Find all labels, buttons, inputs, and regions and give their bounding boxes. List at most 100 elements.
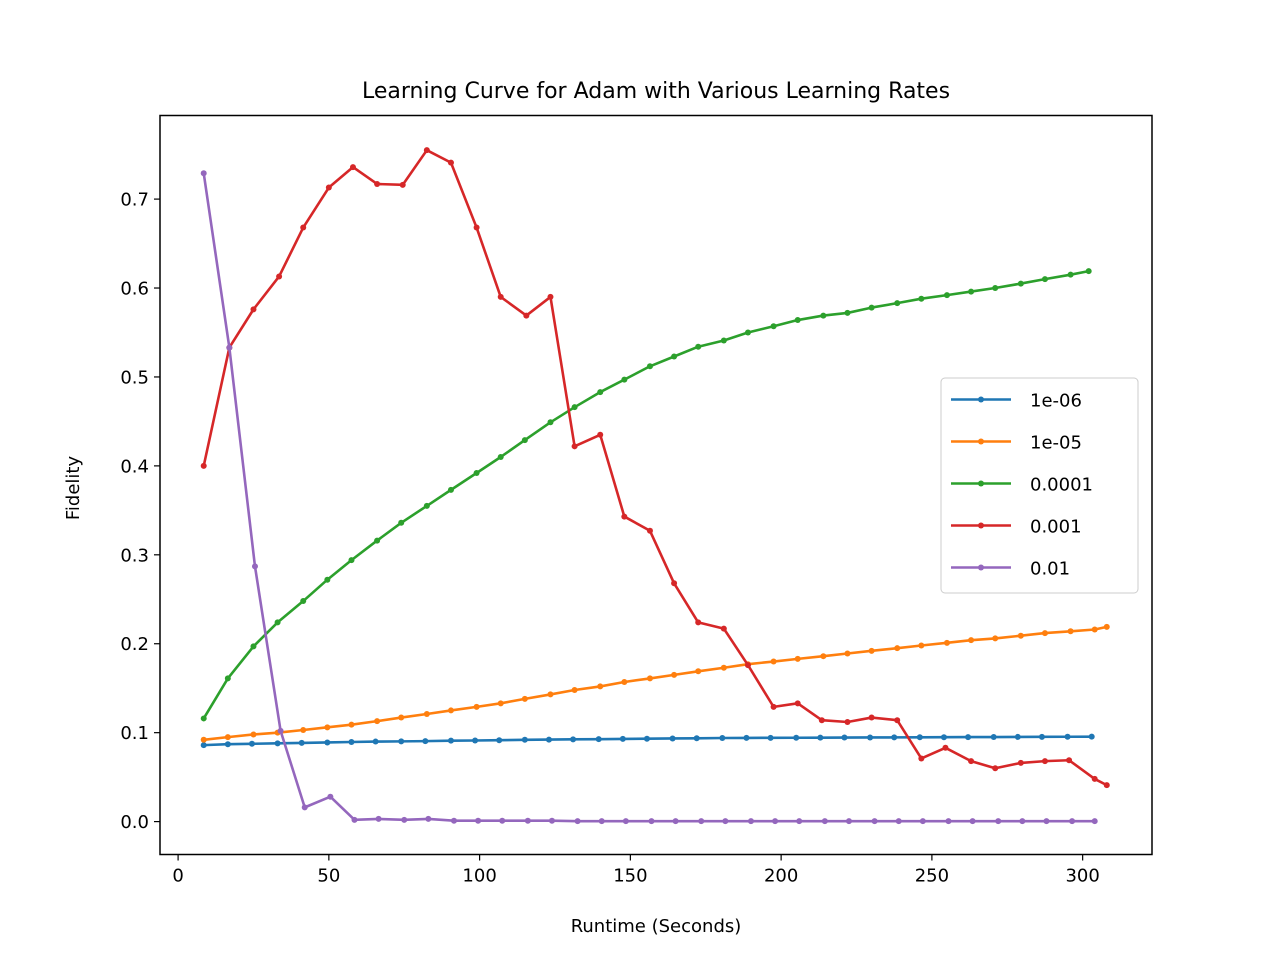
legend-label: 0.001 — [1030, 517, 1082, 538]
data-point — [695, 668, 702, 675]
data-point — [298, 739, 305, 746]
data-point — [348, 739, 355, 746]
data-point — [918, 295, 925, 302]
data-point — [224, 741, 231, 748]
data-point — [399, 181, 406, 188]
data-point — [200, 462, 207, 469]
data-point — [1064, 733, 1071, 740]
data-point — [770, 323, 777, 330]
data-point — [820, 312, 827, 319]
x-tick-label: 0 — [172, 866, 183, 887]
data-point — [398, 714, 405, 721]
data-point — [548, 817, 555, 824]
legend-swatch-marker — [978, 564, 984, 571]
data-point — [226, 344, 233, 351]
data-point — [621, 376, 628, 383]
data-point — [695, 343, 702, 350]
data-point — [1038, 733, 1045, 740]
data-point — [248, 740, 255, 747]
data-point — [643, 735, 650, 742]
data-point — [844, 718, 851, 725]
data-point — [671, 671, 678, 678]
data-point — [423, 710, 430, 717]
data-point — [475, 817, 482, 824]
data-point — [545, 736, 552, 743]
data-point — [1041, 276, 1048, 283]
legend-swatch-marker — [978, 480, 984, 487]
data-point — [943, 639, 950, 646]
data-point — [1014, 733, 1021, 740]
data-point — [841, 734, 848, 741]
data-point — [871, 818, 878, 825]
data-point — [374, 537, 381, 544]
data-point — [965, 734, 972, 741]
data-point — [200, 170, 207, 177]
legend-label: 0.01 — [1030, 559, 1070, 580]
data-point — [646, 527, 653, 534]
data-point — [224, 675, 231, 682]
data-point — [767, 734, 774, 741]
data-point — [574, 818, 581, 825]
data-point — [224, 734, 231, 741]
data-point — [1067, 628, 1074, 635]
data-point — [200, 742, 207, 749]
series-1e-06 — [200, 733, 1095, 749]
data-point — [894, 645, 901, 652]
data-point — [916, 734, 923, 741]
data-point — [968, 637, 975, 644]
data-point — [720, 664, 727, 671]
data-point — [992, 765, 999, 772]
data-point — [894, 300, 901, 307]
data-point — [969, 818, 976, 825]
data-point — [324, 724, 331, 731]
data-point — [250, 306, 257, 313]
data-point — [646, 363, 653, 370]
legend-item: 0.0001 — [951, 475, 1093, 496]
data-point — [747, 818, 754, 825]
y-tick-label: 0.2 — [120, 634, 149, 655]
data-point — [919, 818, 926, 825]
data-point — [597, 389, 604, 396]
data-point — [943, 292, 950, 299]
data-point — [276, 273, 283, 280]
data-point — [274, 740, 281, 747]
data-point — [621, 678, 628, 685]
chart-title: Learning Curve for Adam with Various Lea… — [362, 79, 950, 104]
data-point — [995, 818, 1002, 825]
data-point — [894, 717, 901, 724]
data-point — [473, 224, 480, 231]
data-point — [250, 731, 257, 738]
data-point — [597, 683, 604, 690]
series-0.0001 — [200, 268, 1092, 722]
data-point — [744, 662, 751, 669]
legend-item: 0.001 — [951, 517, 1082, 538]
data-point — [794, 317, 801, 324]
series-line — [203, 625, 1108, 742]
data-point — [374, 180, 381, 187]
series-0.001 — [200, 147, 1110, 789]
y-tick-label: 0.7 — [120, 190, 149, 211]
data-point — [720, 337, 727, 344]
y-tick-label: 0.6 — [120, 279, 149, 300]
y-axis-label: Fidelity — [63, 456, 84, 521]
data-point — [818, 717, 825, 724]
data-point — [547, 691, 554, 698]
data-point — [770, 658, 777, 665]
legend: 1e-06 1e-05 0.0001 0.001 0.01 — [940, 377, 1139, 594]
data-point — [496, 737, 503, 744]
data-point — [722, 818, 729, 825]
data-point — [499, 817, 506, 824]
data-point — [277, 727, 284, 734]
data-point — [918, 755, 925, 762]
data-point — [844, 650, 851, 657]
data-point — [570, 736, 577, 743]
data-point — [770, 703, 777, 710]
data-point — [867, 734, 874, 741]
data-point — [398, 738, 405, 745]
data-point — [1103, 623, 1110, 630]
data-point — [521, 695, 528, 702]
data-point — [990, 734, 997, 741]
x-tick-label: 150 — [613, 866, 647, 887]
data-point — [820, 653, 827, 660]
